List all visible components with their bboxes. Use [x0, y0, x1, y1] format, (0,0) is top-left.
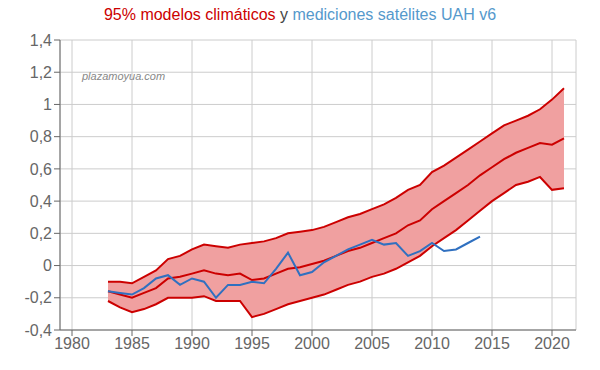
svg-text:2010: 2010	[414, 335, 450, 352]
svg-text:0,8: 0,8	[30, 128, 52, 145]
svg-text:1995: 1995	[234, 335, 270, 352]
html-text:95% modelos climáticos y medic: 95% modelos climáticos y mediciones saté…	[103, 6, 497, 23]
svg-text:0,6: 0,6	[30, 161, 52, 178]
svg-text:0,4: 0,4	[30, 193, 52, 210]
svg-text:-0,2: -0,2	[24, 289, 52, 306]
svg-text:1,2: 1,2	[30, 64, 52, 81]
svg-text:0,2: 0,2	[30, 225, 52, 242]
svg-text:1980: 1980	[54, 335, 90, 352]
svg-text:2015: 2015	[474, 335, 510, 352]
svg-text:1985: 1985	[114, 335, 150, 352]
svg-text:1990: 1990	[174, 335, 210, 352]
svg-text:1,4: 1,4	[30, 32, 52, 49]
svg-text:2005: 2005	[354, 335, 390, 352]
svg-text:0: 0	[43, 257, 52, 274]
svg-text:2000: 2000	[294, 335, 330, 352]
svg-text:-0,4: -0,4	[24, 322, 52, 339]
svg-text:2020: 2020	[534, 335, 570, 352]
svg-text:1: 1	[43, 96, 52, 113]
html-text:plazamoyua.com: plazamoyua.com	[82, 70, 166, 82]
